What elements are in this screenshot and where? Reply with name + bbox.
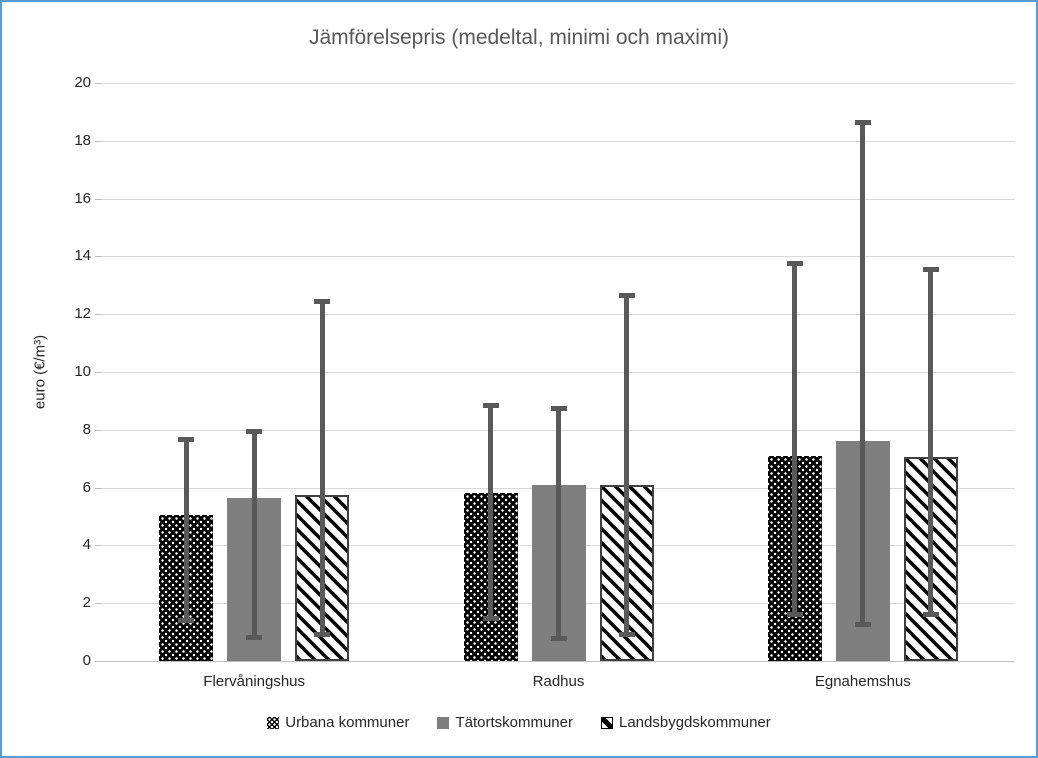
error-bar-cap-max (786, 261, 803, 267)
error-bar-line (251, 429, 257, 638)
y-tick-label: 10 (74, 363, 91, 380)
error-bar-cap-max (550, 405, 567, 411)
error-bar-cap-max (618, 292, 635, 298)
legend: Urbana kommuner Tätortskommuner Landsbygds… (2, 714, 1036, 731)
legend-swatch-diagonal-stripes (601, 716, 613, 729)
error-bar-cap-max (922, 266, 939, 272)
error-bar-cap-min (786, 611, 803, 617)
x-category-label: Flervåningshus (203, 673, 306, 690)
y-tick-label: 2 (82, 594, 91, 612)
gridline (102, 314, 1015, 316)
x-axis-line (102, 661, 1015, 662)
error-bar-cap-min (482, 616, 499, 622)
y-tick-mark (95, 198, 102, 200)
plot-area: 0 2 4 6 8 10 12 14 16 18 20 (74, 74, 1015, 669)
error-bar-cap-max (178, 437, 195, 443)
error-bar-line (860, 120, 866, 625)
y-tick-label: 14 (74, 247, 91, 265)
y-tick-label: 0 (82, 652, 91, 669)
legend-swatch-black-dots (267, 716, 280, 729)
y-tick-mark (95, 83, 102, 84)
error-bar-line (183, 438, 189, 621)
y-tick-label: 20 (74, 74, 91, 91)
error-bar-line (624, 293, 629, 635)
y-tick-mark (95, 140, 102, 142)
y-tick-mark (95, 429, 102, 431)
gridline (102, 372, 1015, 373)
error-bar-cap-min (246, 634, 263, 640)
error-bar-cap-max (854, 119, 871, 125)
error-bar-cap-max (246, 428, 263, 434)
error-bar-cap-min (854, 621, 871, 627)
y-tick-label: 8 (82, 420, 91, 438)
error-bar-line (928, 267, 934, 615)
legend-label: Tätortskommuner (455, 714, 573, 731)
y-tick-mark (95, 372, 102, 373)
y-tick-label: 18 (74, 131, 91, 149)
legend-label: Urbana kommuner (285, 714, 410, 731)
legend-item: Tätortskommuner (437, 714, 573, 731)
legend-item: Urbana kommuner (267, 714, 409, 731)
y-axis-title: euro (€/m³) (31, 334, 49, 410)
gridline (102, 83, 1015, 84)
y-tick-mark (95, 256, 102, 258)
error-bar-cap-min (178, 617, 195, 623)
gridline (102, 256, 1015, 258)
chart-title: Jämförelsepris (medeltal, minimi och max… (308, 26, 730, 49)
error-bar-line (488, 403, 493, 620)
legend-label: Landsbygdskommuner (619, 714, 771, 731)
error-bar-line (319, 299, 325, 635)
y-tick-label: 12 (74, 305, 91, 323)
y-tick-label: 4 (82, 536, 91, 554)
error-bar-cap-min (550, 636, 567, 642)
y-tick-mark (95, 545, 102, 547)
gridline (102, 140, 1015, 142)
error-bar-line (556, 406, 561, 640)
legend-swatch-solid-gray (437, 716, 450, 729)
error-bar-cap-min (314, 631, 331, 637)
y-tick-mark (95, 487, 102, 489)
y-tick-label: 16 (74, 189, 91, 207)
legend-item: Landsbygdskommuner (601, 714, 771, 731)
gridline (102, 198, 1015, 200)
y-tick-label: 6 (82, 478, 91, 496)
error-bar-line (792, 262, 798, 615)
y-tick-mark (95, 603, 102, 605)
error-bar-cap-max (482, 402, 499, 408)
error-bar-cap-min (922, 611, 939, 617)
x-category-label: Radhus (532, 673, 585, 690)
error-bar-cap-min (618, 631, 635, 637)
y-tick-mark (95, 314, 102, 316)
error-bar-cap-max (314, 298, 331, 304)
y-tick-mark (95, 661, 102, 662)
x-category-label: Egnahemshus (814, 673, 911, 690)
